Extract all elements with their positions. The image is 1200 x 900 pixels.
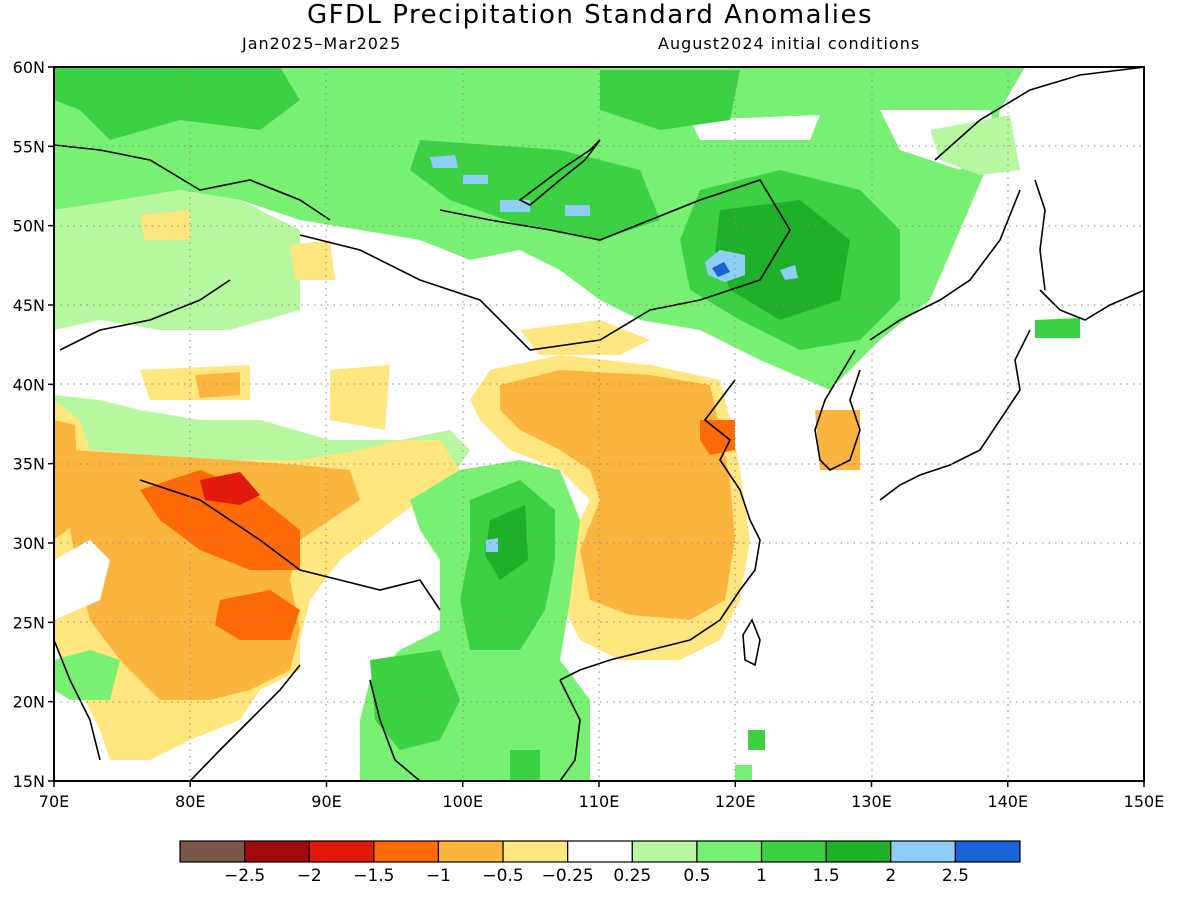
colorbar-swatch xyxy=(890,840,956,863)
colorbar: −2.5 −2 −1.5 −1 −0.5 −0.25 0.25 0.5 1 1.5 2 2.5 xyxy=(179,840,1021,886)
kazakh-border xyxy=(54,144,331,351)
lat-tick-label: 40N xyxy=(13,375,45,394)
colorbar-label: −0.25 xyxy=(542,866,594,886)
lon-tick-label: 90E xyxy=(311,792,341,811)
colorbar-swatch xyxy=(308,840,375,863)
colorbar-label: −1.5 xyxy=(353,866,394,886)
lat-tick-label: 25N xyxy=(13,613,45,632)
lat-tick-label: 60N xyxy=(13,58,45,77)
colorbar-label: 1 xyxy=(756,866,767,886)
lon-tick-label: 150E xyxy=(1124,792,1165,811)
himalaya-border xyxy=(139,479,441,611)
mongolia-border xyxy=(299,179,791,351)
sakhalin-coast xyxy=(1034,179,1046,291)
lon-tick-label: 130E xyxy=(851,792,892,811)
colorbar-label: −2 xyxy=(297,866,322,886)
colorbar-swatch xyxy=(567,840,633,863)
initial-conditions: August2024 initial conditions xyxy=(658,34,921,53)
lat-tick-label: 35N xyxy=(13,455,45,474)
colorbar-label: −2.5 xyxy=(224,866,265,886)
colorbar-swatch xyxy=(760,840,827,863)
colorbar-swatch xyxy=(373,840,440,863)
baikal-lake xyxy=(518,139,601,206)
anomaly-region-north-light xyxy=(54,190,340,330)
colorbar-label: 2.5 xyxy=(942,866,969,886)
colorbar-label: 2 xyxy=(885,866,896,886)
lat-tick-label: 15N xyxy=(13,772,45,791)
colorbar-label: 0.5 xyxy=(683,866,710,886)
lat-tick-label: 50N xyxy=(13,217,45,236)
colorbar-label: −1 xyxy=(426,866,451,886)
indochina-coast xyxy=(369,679,581,781)
india-coast xyxy=(54,639,301,781)
colorbar-swatch xyxy=(502,840,569,863)
lon-tick-label: 80E xyxy=(175,792,205,811)
coastlines xyxy=(54,67,1144,781)
map-title: GFDL Precipitation Standard Anomalies xyxy=(306,0,874,30)
lat-tick-label: 45N xyxy=(13,296,45,315)
longitude-axis: 70E 80E 90E 100E 110E 120E 130E 140E 150E xyxy=(39,781,1165,811)
forecast-period: Jan2025–Mar2025 xyxy=(242,34,402,53)
colorbar-swatch xyxy=(437,840,504,863)
lat-tick-label: 20N xyxy=(13,693,45,712)
lon-tick-label: 70E xyxy=(39,792,69,811)
lat-tick-label: 30N xyxy=(13,534,45,553)
colorbar-swatch xyxy=(825,840,892,863)
colorbar-swatch xyxy=(179,840,246,863)
colorbar-swatch xyxy=(954,840,1021,863)
russia-coast xyxy=(869,67,1144,341)
anomaly-fill xyxy=(54,67,1144,781)
japan-coast xyxy=(879,289,1144,501)
china-coast xyxy=(559,379,761,681)
korea-coast xyxy=(814,349,861,471)
lat-tick-label: 55N xyxy=(13,137,45,156)
taiwan-coast xyxy=(742,618,761,667)
lon-tick-label: 120E xyxy=(715,792,756,811)
lon-tick-label: 110E xyxy=(579,792,620,811)
colorbar-label: −0.5 xyxy=(482,866,523,886)
colorbar-swatch xyxy=(244,840,310,863)
lon-tick-label: 100E xyxy=(442,792,483,811)
lon-tick-label: 140E xyxy=(987,792,1028,811)
colorbar-swatch xyxy=(631,840,698,863)
colorbar-label: 0.25 xyxy=(613,866,651,886)
colorbar-label: 1.5 xyxy=(813,866,840,886)
colorbar-swatch xyxy=(696,840,763,863)
latitude-axis: 15N 20N 25N 30N 35N 40N 45N 50N 55N 60N xyxy=(13,58,54,791)
